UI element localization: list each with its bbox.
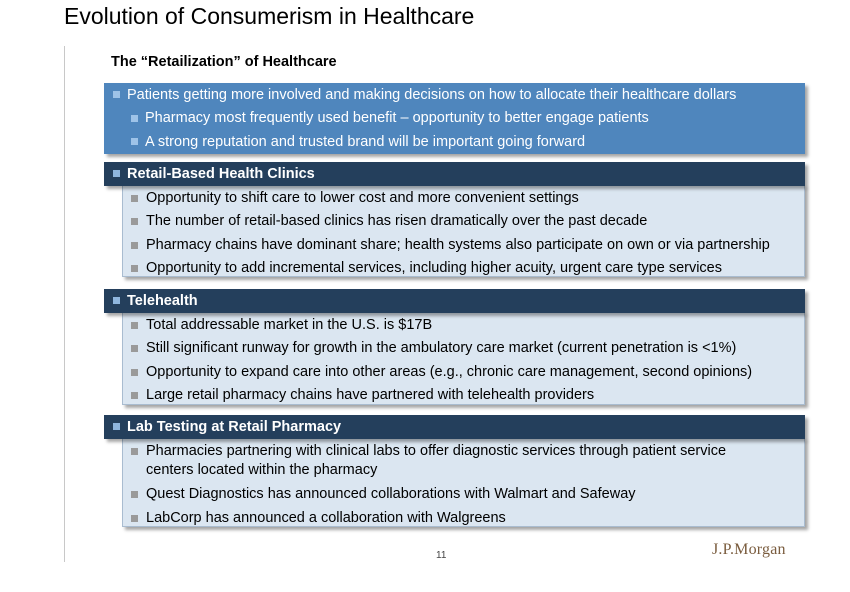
section-bullet: Pharmacies partnering with clinical labs… bbox=[146, 443, 727, 459]
bullet-square-icon bbox=[131, 515, 138, 522]
section-bullet: Total addressable market in the U.S. is … bbox=[146, 317, 433, 333]
bullet-square-icon bbox=[131, 195, 138, 202]
page-number: 11 bbox=[436, 550, 447, 561]
bullet-square-icon bbox=[131, 138, 138, 145]
bullet-square-icon bbox=[131, 448, 138, 455]
intro-sub-text: A strong reputation and trusted brand wi… bbox=[145, 134, 586, 150]
bullet-square-icon bbox=[113, 423, 120, 430]
section-bullet: LabCorp has announced a collaboration wi… bbox=[146, 510, 506, 526]
section-header-label: Telehealth bbox=[127, 293, 198, 309]
section-header-label: Retail-Based Health Clinics bbox=[127, 166, 315, 182]
bullet-square-icon bbox=[131, 265, 138, 272]
bullet-square-icon bbox=[131, 491, 138, 498]
section-header-telehealth: Telehealth bbox=[104, 289, 805, 313]
section-bullet: Opportunity to shift care to lower cost … bbox=[146, 190, 579, 206]
intro-sub-text: Pharmacy most frequently used benefit – … bbox=[145, 110, 649, 126]
bullet-square-icon bbox=[131, 369, 138, 376]
bullet-square-icon bbox=[131, 115, 138, 122]
bullet-square-icon bbox=[113, 91, 120, 98]
section-header-retail-clinics: Retail-Based Health Clinics bbox=[104, 162, 805, 186]
section-bullet: Quest Diagnostics has announced collabor… bbox=[146, 486, 636, 502]
intro-box: Patients getting more involved and makin… bbox=[104, 83, 805, 154]
page-subtitle: The “Retailization” of Healthcare bbox=[111, 54, 337, 70]
section-body-lab-testing: Pharmacies partnering with clinical labs… bbox=[122, 438, 805, 527]
section-bullet: Pharmacy chains have dominant share; hea… bbox=[146, 237, 770, 253]
section-bullet: Opportunity to expand care into other ar… bbox=[146, 364, 753, 380]
page-title: Evolution of Consumerism in Healthcare bbox=[64, 3, 475, 29]
bullet-square-icon bbox=[131, 322, 138, 329]
bullet-square-icon bbox=[131, 392, 138, 399]
section-header-lab-testing: Lab Testing at Retail Pharmacy bbox=[104, 415, 805, 439]
section-bullet: Opportunity to add incremental services,… bbox=[146, 260, 722, 276]
left-divider bbox=[64, 46, 65, 562]
bullet-square-icon bbox=[113, 297, 120, 304]
bullet-square-icon bbox=[131, 345, 138, 352]
section-body-retail-clinics: Opportunity to shift care to lower cost … bbox=[122, 185, 805, 277]
bullet-square-icon bbox=[113, 170, 120, 177]
bullet-square-icon bbox=[131, 218, 138, 225]
section-bullet: Still significant runway for growth in t… bbox=[146, 340, 737, 356]
section-bullet: Large retail pharmacy chains have partne… bbox=[146, 387, 595, 403]
intro-main-text: Patients getting more involved and makin… bbox=[127, 87, 737, 103]
section-body-telehealth: Total addressable market in the U.S. is … bbox=[122, 312, 805, 405]
bullet-square-icon bbox=[131, 242, 138, 249]
section-bullet-continuation: centers located within the pharmacy bbox=[146, 462, 378, 478]
section-bullet: The number of retail-based clinics has r… bbox=[146, 213, 648, 229]
company-logo: J.P.Morgan bbox=[712, 541, 786, 558]
section-header-label: Lab Testing at Retail Pharmacy bbox=[127, 419, 342, 435]
